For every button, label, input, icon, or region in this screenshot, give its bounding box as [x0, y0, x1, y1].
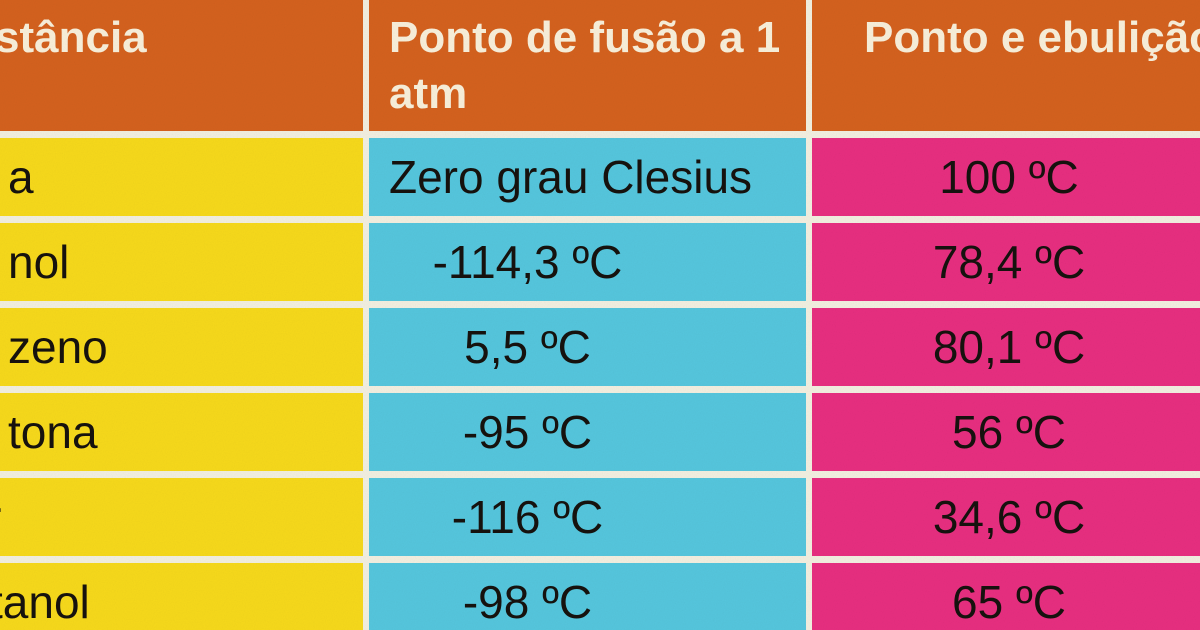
substance-cell: nol: [0, 223, 363, 301]
substance-cell: tanol: [0, 563, 363, 630]
ebullition-point-cell: 78,4 ºC: [812, 223, 1200, 301]
ebullition-point-cell: 34,6 ºC: [812, 478, 1200, 556]
ebullition-point-cell: 100 ºC: [812, 138, 1200, 216]
fusion-point-cell: Zero grau Clesius: [369, 138, 806, 216]
substance-cell: zeno: [0, 308, 363, 386]
header-fusion-point: Ponto de fusão a 1 atm: [369, 0, 806, 131]
header-substance: stância: [0, 0, 363, 131]
fusion-point-cell: 5,5 ºC: [369, 308, 806, 386]
fusion-point-cell: -98 ºC: [369, 563, 806, 630]
ebullition-point-cell: 56 ºC: [812, 393, 1200, 471]
fusion-point-cell: -116 ºC: [369, 478, 806, 556]
fusion-point-cell: -95 ºC: [369, 393, 806, 471]
fusion-point-cell: -114,3 ºC: [369, 223, 806, 301]
header-ebullition-point: Ponto e ebulição: [812, 0, 1200, 131]
ebullition-point-cell: 65 ºC: [812, 563, 1200, 630]
substance-cell: r: [0, 478, 363, 556]
substance-cell: a: [0, 138, 363, 216]
substance-cell: tona: [0, 393, 363, 471]
ebullition-point-cell: 80,1 ºC: [812, 308, 1200, 386]
